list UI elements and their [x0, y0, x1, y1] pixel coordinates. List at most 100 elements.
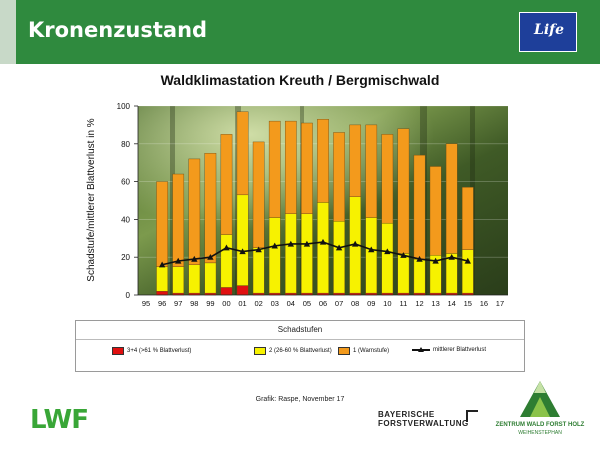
x-tick-label: 03	[271, 299, 279, 308]
header-accent	[0, 0, 16, 64]
x-tick-label: 13	[431, 299, 439, 308]
x-tick-label: 98	[190, 299, 198, 308]
bayerische-forstverwaltung-logo: BAYERISCHE FORSTVERWALTUNG	[378, 410, 478, 428]
legend-swatch-mean	[412, 347, 430, 353]
bar-segment-moderate	[317, 202, 329, 294]
legend-swatch-severe	[112, 347, 124, 355]
bayern-logo-line2: FORSTVERWALTUNG	[378, 419, 469, 428]
bar-segment-warning	[333, 132, 345, 222]
bar-segment-warning	[284, 120, 297, 214]
y-axis-label: Schadstufe/mittlerer Blattverlust in %	[86, 118, 97, 282]
bar-segment-warning	[445, 143, 458, 254]
header-bar: Kronenzustand Life	[0, 0, 600, 64]
x-tick-label: 04	[287, 299, 295, 308]
chart-credit: Grafik: Raspe, November 17	[255, 396, 345, 403]
legend-item-mean: mittlerer Blattverlust	[412, 347, 486, 353]
bar-segment-warning	[413, 154, 426, 260]
legend-label-warning: 1 (Warnstufe)	[353, 348, 390, 354]
mean-loss-point	[207, 254, 214, 260]
bar-segment-moderate	[333, 221, 345, 294]
x-tick-label: 99	[206, 299, 214, 308]
x-tick-label: 16	[480, 299, 488, 308]
zwf-logo-line1: ZENTRUM WALD FORST HOLZ	[495, 422, 585, 428]
bar-segment-moderate	[252, 247, 265, 294]
chart-title: Waldklimastation Kreuth / Bergmischwald	[160, 72, 440, 88]
y-tick-label: 100	[117, 102, 131, 111]
mean-loss-point	[191, 255, 198, 262]
zwf-logo-line2: WEIHENSTEPHAN	[518, 430, 562, 436]
legend-divider	[76, 339, 524, 340]
bar-segment-warning	[172, 173, 185, 267]
mean-loss-point	[351, 240, 359, 247]
x-tick-label: 96	[158, 299, 166, 308]
y-tick-label: 80	[121, 140, 130, 149]
mean-loss-point	[400, 252, 407, 258]
bar-segment-warning	[236, 111, 249, 196]
legend-item-severe: 3+4 (>61 % Blattverlust)	[112, 347, 191, 355]
bar-segment-warning	[381, 134, 394, 224]
bar-segment-warning	[429, 166, 442, 256]
eu-life-logo: Life	[519, 12, 577, 52]
mean-loss-point	[335, 244, 343, 251]
zentrum-wald-forst-holz-logo: ZENTRUM WALD FORST HOLZ WEIHENSTEPHAN	[490, 375, 590, 440]
y-tick-label: 60	[121, 178, 130, 187]
mean-loss-point	[432, 257, 439, 264]
legend-label-moderate: 2 (26-60 % Blattverlust)	[269, 348, 332, 354]
bar-segment-moderate	[284, 213, 297, 294]
mean-loss-point	[271, 242, 278, 249]
legend-swatch-moderate	[254, 347, 266, 355]
legend: Schadstufen 3+4 (>61 % Blattverlust) 2 (…	[75, 320, 525, 372]
y-tick-label: 20	[121, 253, 130, 262]
x-tick-label: 08	[351, 299, 359, 308]
x-tick-label: 15	[464, 299, 472, 308]
bar-segment-moderate	[188, 264, 201, 294]
bayern-logo-line1: BAYERISCHE	[378, 410, 435, 419]
y-tick-label: 0	[126, 291, 131, 300]
bar-segment-severe	[156, 291, 168, 296]
x-tick-label: 11	[400, 299, 408, 308]
x-tick-label: 06	[319, 299, 327, 308]
bar-segment-moderate	[156, 266, 168, 292]
x-tick-label: 02	[254, 299, 262, 308]
bar-segment-moderate	[220, 234, 233, 288]
mean-loss-point	[368, 246, 375, 253]
x-tick-label: 00	[222, 299, 230, 308]
mean-loss-point	[303, 240, 311, 247]
zwf-mountain-icon	[520, 381, 560, 417]
bar-segment-warning	[156, 181, 168, 267]
legend-item-moderate: 2 (26-60 % Blattverlust)	[254, 347, 332, 355]
bar-segment-moderate	[461, 249, 474, 294]
bar-segment-warning	[220, 134, 233, 235]
slide-title: Kronenzustand	[28, 18, 208, 42]
legend-title: Schadstufen	[277, 325, 323, 334]
legend-label-mean: mittlerer Blattverlust	[433, 347, 487, 353]
bar-segment-warning	[349, 124, 362, 197]
mean-loss-point	[255, 246, 262, 253]
bar-segment-warning	[301, 122, 313, 214]
mean-loss-point	[239, 248, 246, 255]
mean-loss-point	[319, 238, 327, 245]
x-tick-label: 12	[415, 299, 423, 308]
bar-segment-warning	[397, 128, 410, 254]
bar-segment-severe	[236, 285, 249, 296]
bar-segment-moderate	[381, 222, 394, 294]
chart: 0 20 40 60 80 100 95 96 97 98 99 00 01 02 03 04 05 06 07 08…	[86, 102, 508, 308]
bar-segment-warning	[268, 120, 281, 218]
mean-loss-line	[161, 241, 468, 266]
bar-segment-moderate	[413, 258, 426, 294]
mean-loss-point	[464, 257, 471, 264]
bar-segment-warning	[461, 187, 474, 250]
x-tick-label: 07	[335, 299, 343, 308]
x-tick-label: 10	[383, 299, 391, 308]
bar-segment-warning	[252, 141, 265, 248]
bar-segment-warning	[365, 124, 378, 218]
x-tick-label: 01	[238, 299, 246, 308]
bar-segment-moderate	[204, 262, 217, 294]
x-tick-label: 17	[496, 299, 504, 308]
bar-segment-moderate	[172, 266, 185, 294]
bar-segment-moderate	[236, 194, 249, 286]
bar-segment-moderate	[365, 217, 378, 294]
legend-swatch-warning	[338, 347, 350, 355]
x-tick-label: 95	[142, 299, 150, 308]
x-tick-label: 14	[448, 299, 456, 308]
